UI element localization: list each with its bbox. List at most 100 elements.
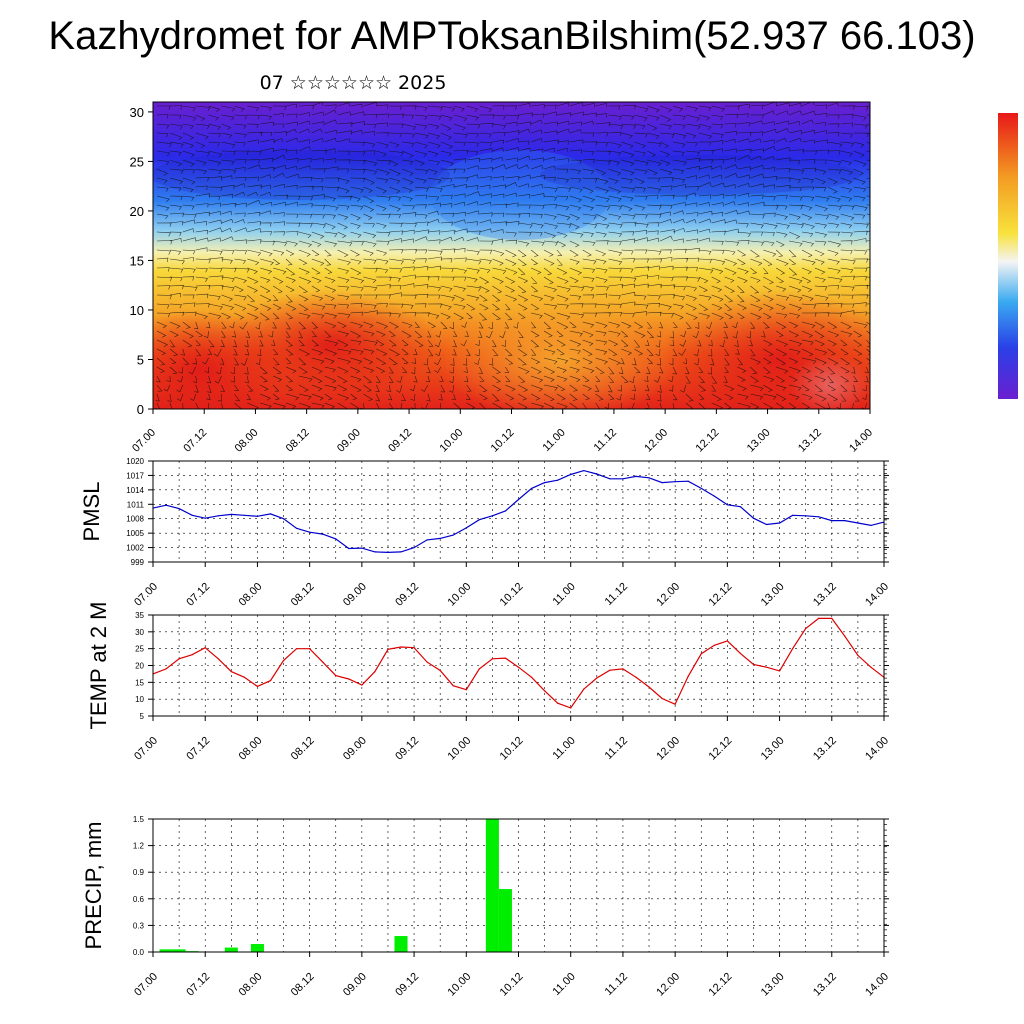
- wind-barb: [298, 375, 313, 383]
- wind-barb: [814, 366, 825, 374]
- wind-barb: [608, 195, 622, 202]
- wind-barb: [208, 294, 221, 301]
- wind-barb: [840, 168, 853, 176]
- wind-barb: [814, 122, 826, 127]
- wind-barb: [621, 159, 635, 167]
- wind-barb: [311, 375, 323, 384]
- wind-barb: [414, 303, 427, 308]
- wind-barb: [182, 321, 191, 329]
- wind-barb: [221, 184, 235, 190]
- wind-barb: [647, 114, 660, 121]
- x-tick-label: 13.00: [745, 427, 773, 455]
- wind-barb: [556, 213, 571, 221]
- wind-barb: [337, 393, 349, 401]
- wind-barb: [208, 227, 222, 233]
- wind-barb: [595, 276, 608, 283]
- data-point: [322, 533, 324, 535]
- wind-barb: [634, 249, 648, 254]
- wind-barb: [298, 348, 310, 357]
- wind-barb: [350, 303, 363, 308]
- wind-barb: [750, 240, 764, 246]
- wind-barb: [685, 105, 698, 112]
- wind-barb: [750, 294, 761, 303]
- wind-barb: [827, 186, 838, 194]
- wind-barb: [414, 258, 427, 263]
- wind-barb: [750, 276, 761, 283]
- wind-barb: [556, 120, 570, 126]
- wind-barb: [169, 141, 184, 148]
- x-tick-label: 10.00: [445, 971, 473, 999]
- y-tick-label: 1014: [126, 486, 144, 495]
- wind-barb: [396, 375, 403, 383]
- wind-barb: [311, 321, 319, 329]
- wind-barb: [543, 186, 558, 193]
- wind-barb: [556, 240, 567, 248]
- wind-barb: [634, 339, 641, 348]
- wind-barb: [737, 231, 751, 237]
- wind-barb: [556, 312, 571, 320]
- wind-barb: [375, 393, 380, 402]
- wind-barb: [814, 139, 828, 144]
- wind-barb: [608, 177, 619, 184]
- wind-barb: [657, 384, 662, 393]
- wind-barb: [492, 249, 505, 257]
- wind-barb: [840, 348, 849, 356]
- wind-barb: [452, 339, 457, 348]
- wind-barb: [814, 195, 830, 202]
- wind-barb: [595, 186, 609, 194]
- wind-barb: [285, 312, 294, 320]
- wind-barb: [621, 123, 637, 130]
- wind-barb: [324, 204, 339, 211]
- wind-barb: [672, 177, 686, 183]
- wind-barb: [337, 138, 351, 143]
- wind-barb: [827, 168, 842, 174]
- wind-barb: [685, 321, 692, 329]
- wind-barb: [195, 114, 206, 122]
- wind-barb: [156, 276, 173, 282]
- wind-barb: [608, 375, 615, 383]
- wind-barb: [724, 276, 735, 283]
- wind-barb: [543, 357, 558, 365]
- wind-barb: [582, 258, 597, 265]
- wind-barb: [724, 312, 734, 320]
- wind-barb: [273, 194, 289, 199]
- wind-barb: [195, 258, 211, 264]
- wind-barb: [389, 348, 400, 357]
- x-tick-label: 10.00: [437, 427, 465, 455]
- wind-barb: [814, 168, 827, 175]
- wind-barb: [569, 348, 581, 355]
- wind-barb: [156, 249, 171, 255]
- wind-barb: [195, 276, 208, 282]
- wind-barb: [208, 159, 222, 166]
- wind-barb: [724, 219, 737, 224]
- x-tick-label: 09.00: [335, 427, 363, 455]
- wind-barb: [414, 221, 429, 226]
- x-tick-label: 08.12: [289, 735, 317, 763]
- wind-barb: [221, 114, 235, 121]
- wind-barb: [485, 330, 493, 339]
- wind-barb: [208, 312, 222, 320]
- wind-barb: [221, 141, 236, 148]
- wind-barb: [518, 294, 529, 302]
- wind-barb: [273, 249, 285, 256]
- wind-barb: [337, 111, 351, 116]
- wind-barb: [479, 258, 492, 265]
- wind-barb: [234, 285, 244, 293]
- data-point: [191, 514, 193, 516]
- y-axis-label: PMSL: [79, 482, 104, 542]
- wind-barb: [466, 165, 480, 170]
- wind-barb: [208, 249, 223, 255]
- wind-barb: [350, 177, 366, 183]
- wind-barb: [556, 249, 563, 257]
- wind-barb: [389, 168, 401, 176]
- wind-barb: [801, 129, 815, 135]
- wind-barb: [737, 393, 749, 400]
- wind-barb: [750, 285, 760, 294]
- data-point: [465, 527, 467, 529]
- wind-barb: [272, 366, 282, 375]
- data-point: [230, 670, 232, 673]
- wind-barb: [621, 132, 633, 139]
- wind-barb: [582, 213, 597, 220]
- wind-barb: [763, 375, 775, 383]
- wind-barb: [827, 321, 838, 329]
